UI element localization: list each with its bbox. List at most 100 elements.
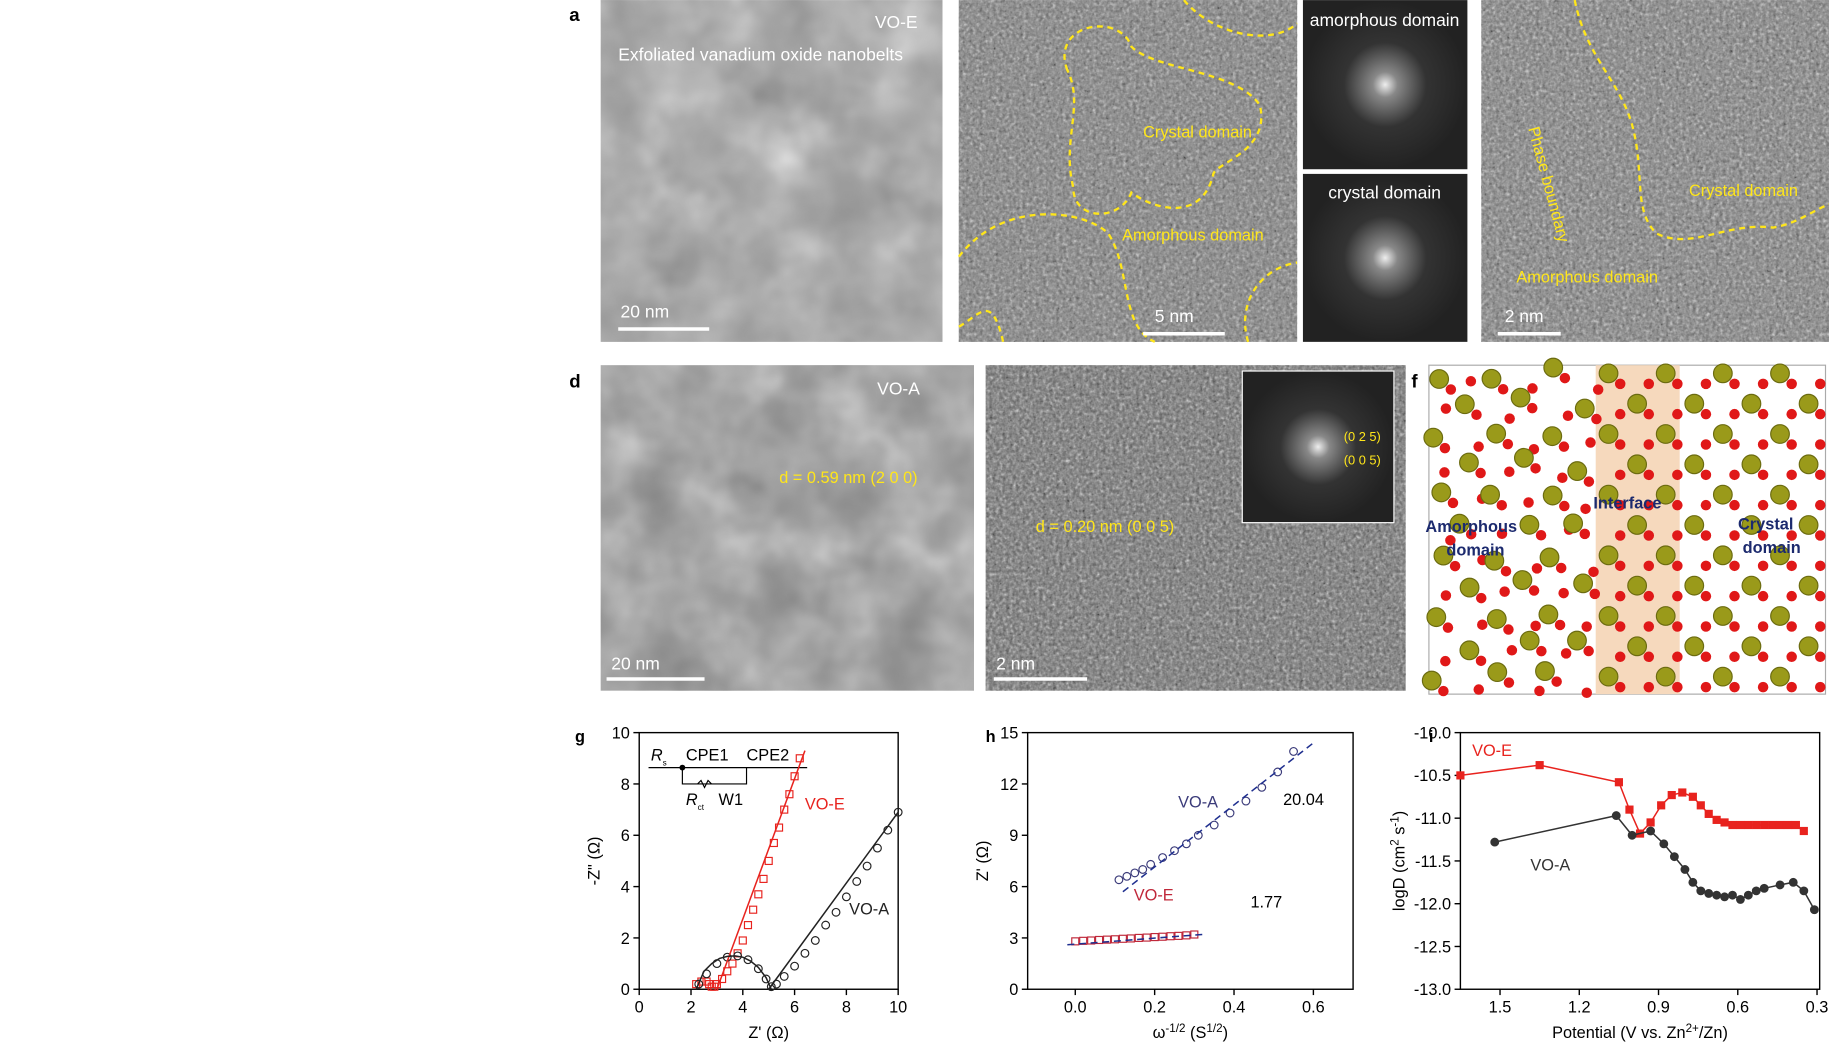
- point: [1799, 886, 1809, 896]
- point: [766, 982, 776, 992]
- point: [1611, 811, 1621, 821]
- atom: [1530, 463, 1541, 474]
- atom: [1741, 393, 1762, 414]
- atom: [1506, 645, 1518, 656]
- atom: [1700, 499, 1712, 511]
- point: [1490, 837, 1500, 847]
- atom: [1643, 590, 1655, 602]
- atom: [1454, 394, 1475, 415]
- atom: [1770, 545, 1790, 566]
- atom: [1700, 408, 1712, 420]
- atom: [1535, 661, 1555, 681]
- fft-image: [1302, 173, 1468, 342]
- atom: [1729, 560, 1740, 572]
- atom: [1757, 621, 1769, 632]
- atom: [1592, 384, 1604, 395]
- axis-label-part: Z' (Ω): [748, 1024, 789, 1042]
- point: [1736, 820, 1745, 830]
- atom: [1672, 651, 1683, 663]
- x-tick-label: 0.4: [1223, 999, 1246, 1017]
- point: [1142, 933, 1151, 942]
- atom: [1598, 363, 1619, 384]
- circuit-label-part: ct: [698, 802, 705, 811]
- point: [1079, 936, 1088, 945]
- point: [1809, 905, 1819, 915]
- circuit: Rs CPE1 CPE2 Rct W1: [648, 747, 808, 811]
- series-label: VO-E: [1134, 887, 1174, 905]
- atom: [1655, 606, 1676, 626]
- atom: [1567, 630, 1587, 651]
- atom: [1538, 604, 1559, 625]
- axis-label-part: -Z" (Ω): [586, 837, 604, 886]
- atom: [1473, 684, 1485, 695]
- atom: [1815, 439, 1826, 450]
- atom: [1459, 640, 1480, 661]
- axis-label-part: /Zn): [1699, 1024, 1728, 1042]
- caption: Exfoliated vanadium oxide nanobelts: [618, 45, 903, 65]
- atom: [1445, 384, 1457, 395]
- y-tick-label: 10: [612, 724, 630, 742]
- y-tick-label: 15: [1000, 724, 1018, 742]
- domain-label: Amorphous domain: [1516, 268, 1658, 286]
- atom: [1643, 681, 1655, 693]
- atom: [1440, 655, 1451, 667]
- atom: [1519, 630, 1540, 651]
- atom: [1729, 530, 1740, 541]
- axis-label: Z' (Ω): [748, 1024, 789, 1042]
- axis-label-part: -1: [1388, 816, 1401, 826]
- x-tick-label: 6: [790, 999, 799, 1017]
- point: [1688, 792, 1697, 801]
- point: [795, 754, 804, 763]
- y-tick-label: 6: [1009, 878, 1018, 896]
- atom: [1741, 636, 1762, 657]
- point: [1760, 820, 1769, 830]
- atom: [1786, 590, 1797, 602]
- atom: [1627, 515, 1648, 535]
- atom: [1585, 437, 1596, 448]
- domain-label: Amorphous domain: [1122, 226, 1264, 244]
- atom: [1598, 606, 1619, 626]
- series-label: VO-E: [805, 796, 845, 814]
- atom: [1589, 588, 1601, 600]
- point: [1775, 880, 1785, 890]
- point: [1735, 894, 1745, 904]
- sample-label: VO-A: [877, 378, 920, 398]
- axis-label-part: Potential (V vs. Zn: [1552, 1024, 1685, 1042]
- atom: [1528, 585, 1540, 596]
- atom: [1729, 408, 1740, 420]
- axis-label-part: 2: [1388, 839, 1401, 845]
- y-tick-label: 12: [1000, 776, 1018, 794]
- atom: [1563, 513, 1584, 534]
- x-tick-label: 0.6: [1726, 999, 1749, 1017]
- y-tick-label: 2: [621, 930, 630, 948]
- atom: [1684, 454, 1705, 475]
- point: [1728, 820, 1737, 830]
- point: [1126, 934, 1135, 943]
- atom: [1581, 621, 1592, 632]
- atom: [1712, 424, 1733, 444]
- point: [1241, 796, 1251, 806]
- point: [1669, 852, 1679, 862]
- spot-label: (0 0 5): [1344, 452, 1381, 467]
- point: [1768, 820, 1777, 830]
- y-tick-label: 6: [621, 827, 630, 845]
- atom: [1643, 530, 1655, 541]
- domain-outline: [1063, 25, 1263, 215]
- panel-label: a: [569, 4, 580, 25]
- point: [1102, 935, 1112, 944]
- atom: [1449, 560, 1461, 572]
- atom: [1614, 590, 1626, 602]
- y-tick-label: 3: [1009, 930, 1018, 948]
- atom: [1684, 515, 1705, 535]
- atom: [1486, 423, 1507, 444]
- atom: [1655, 484, 1676, 505]
- atom: [1530, 620, 1541, 632]
- y-tick-label: 9: [1009, 827, 1018, 845]
- atom: [1534, 685, 1545, 697]
- point: [1752, 820, 1761, 830]
- point: [1134, 933, 1143, 943]
- atom: [1712, 666, 1733, 687]
- atom: [1729, 378, 1740, 390]
- y-tick-label: -13.0: [1414, 981, 1451, 999]
- point: [743, 955, 753, 965]
